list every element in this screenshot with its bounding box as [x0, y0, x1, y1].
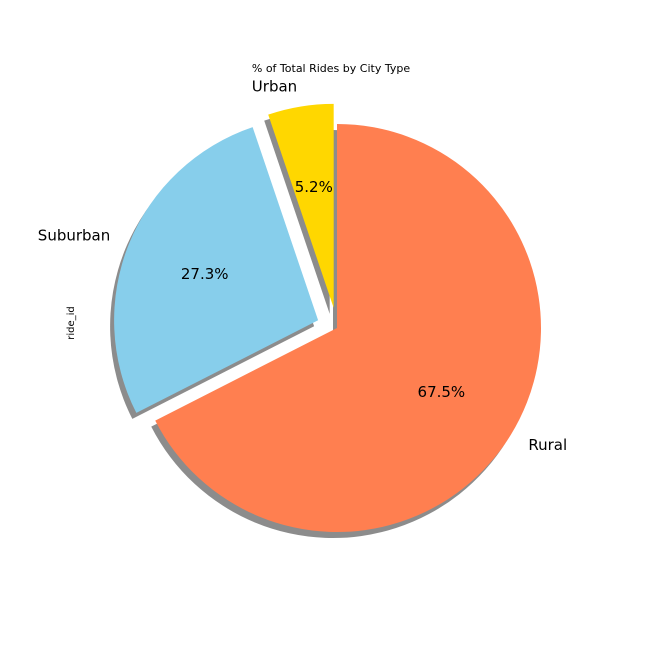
percent-label-suburban: 27.3%	[181, 265, 229, 283]
chart-title: % of Total Rides by City Type	[252, 62, 410, 75]
percent-label-rural: 67.5%	[418, 383, 466, 401]
slice-urban	[268, 103, 334, 308]
slice-label-rural: Rural	[528, 436, 567, 454]
y-axis-label: ride_id	[66, 306, 77, 340]
slice-rural	[155, 124, 541, 533]
slice-label-suburban: Suburban	[38, 227, 110, 245]
pie-labels: Urban 5.2% Suburban 27.3% Rural 67.5%	[38, 77, 567, 454]
pie-slices	[114, 103, 541, 533]
slice-suburban	[114, 127, 319, 413]
slice-label-urban: Urban	[252, 77, 297, 95]
percent-label-urban: 5.2%	[295, 178, 333, 196]
